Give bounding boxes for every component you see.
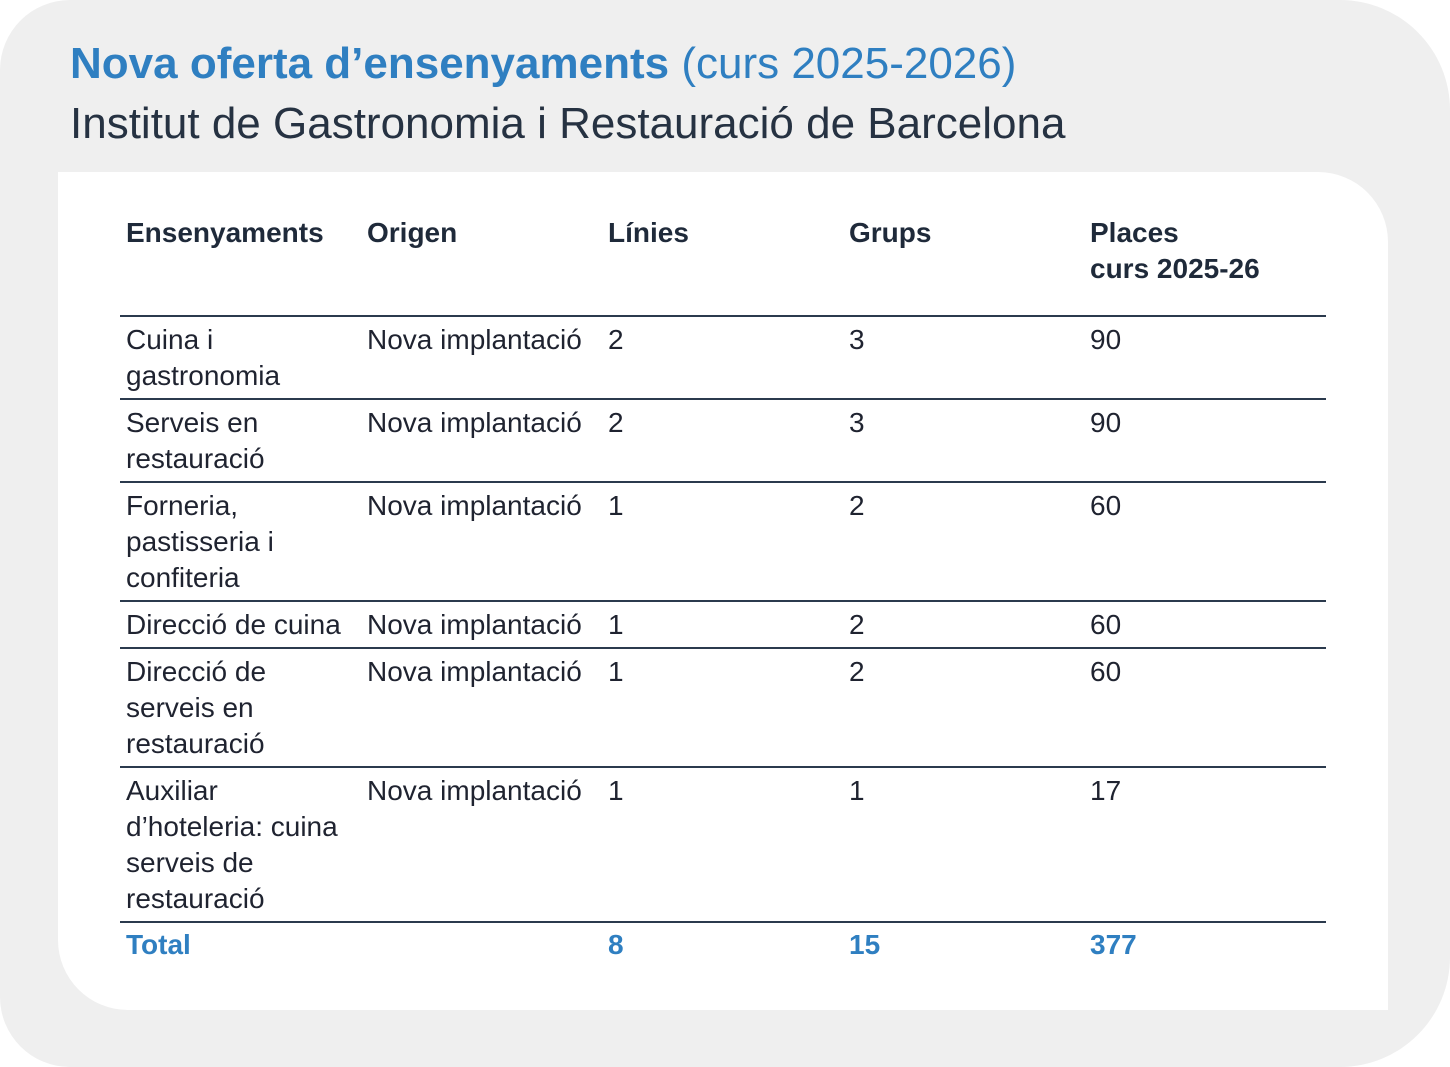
cell-places: 60 xyxy=(1084,648,1326,768)
table-row: Cuina i gastronomia Nova implantació 2 3… xyxy=(120,316,1326,400)
table-row: Auxiliar d’hoteleria: cuina serveis de r… xyxy=(120,767,1326,923)
total-linies: 8 xyxy=(608,929,624,960)
table-panel: Ensenyaments Origen Línies Grups Places … xyxy=(58,172,1388,1010)
header-linies: Línies xyxy=(602,210,843,317)
cell-ensenyament: Cuina i gastronomia xyxy=(120,316,361,400)
total-places: 377 xyxy=(1090,929,1137,960)
table-row: Forneria, pastisseria i confiteria Nova … xyxy=(120,482,1326,602)
header-places: Places curs 2025-26 xyxy=(1084,210,1326,317)
cell-grups: 1 xyxy=(843,767,1084,923)
cell-linies: 2 xyxy=(602,399,843,483)
table-header-row: Ensenyaments Origen Línies Grups Places … xyxy=(120,210,1326,317)
cell-grups: 3 xyxy=(843,316,1084,400)
table-row: Direcció de cuina Nova implantació 1 2 6… xyxy=(120,601,1326,649)
cell-linies: 2 xyxy=(602,316,843,400)
header-grups: Grups xyxy=(843,210,1084,317)
cell-linies: 1 xyxy=(602,648,843,768)
cell-places: 60 xyxy=(1084,482,1326,602)
header-origen: Origen xyxy=(361,210,602,317)
title-main: Nova oferta d’ensenyaments xyxy=(70,39,670,88)
cell-grups: 2 xyxy=(843,482,1084,602)
total-row: Total 8 15 377 xyxy=(120,922,1326,967)
header-places-line2: curs 2025-26 xyxy=(1090,253,1260,284)
cell-places: 60 xyxy=(1084,601,1326,649)
cell-origen: Nova implantació xyxy=(361,399,602,483)
cell-places: 90 xyxy=(1084,399,1326,483)
table-row: Direcció de serveis en restauració Nova … xyxy=(120,648,1326,768)
cell-places: 90 xyxy=(1084,316,1326,400)
title-course: (curs 2025-2026) xyxy=(669,39,1017,88)
table-row: Serveis en restauració Nova implantació … xyxy=(120,399,1326,483)
cell-origen: Nova implantació xyxy=(361,482,602,602)
cell-places: 17 xyxy=(1084,767,1326,923)
page-subtitle: Institut de Gastronomia i Restauració de… xyxy=(70,99,1066,148)
cell-ensenyament: Auxiliar d’hoteleria: cuina serveis de r… xyxy=(120,767,361,923)
table-body: Cuina i gastronomia Nova implantació 2 3… xyxy=(120,316,1326,967)
cell-origen: Nova implantació xyxy=(361,601,602,649)
cell-grups: 2 xyxy=(843,601,1084,649)
cell-origen: Nova implantació xyxy=(361,767,602,923)
total-grups: 15 xyxy=(849,929,881,960)
total-label: Total xyxy=(126,929,191,960)
cell-origen: Nova implantació xyxy=(361,316,602,400)
cell-linies: 1 xyxy=(602,482,843,602)
cell-grups: 3 xyxy=(843,399,1084,483)
cell-ensenyament: Serveis en restauració xyxy=(120,399,361,483)
total-origen-empty xyxy=(361,922,602,967)
header-places-line1: Places xyxy=(1090,217,1179,248)
cell-ensenyament: Forneria, pastisseria i confiteria xyxy=(120,482,361,602)
page-title: Nova oferta d’ensenyaments (curs 2025-20… xyxy=(70,36,1016,92)
cell-ensenyament: Direcció de serveis en restauració xyxy=(120,648,361,768)
cell-grups: 2 xyxy=(843,648,1084,768)
cell-linies: 1 xyxy=(602,601,843,649)
header-ensenyaments: Ensenyaments xyxy=(120,210,361,317)
cell-origen: Nova implantació xyxy=(361,648,602,768)
cell-ensenyament: Direcció de cuina xyxy=(120,601,361,649)
cell-linies: 1 xyxy=(602,767,843,923)
offer-table: Ensenyaments Origen Línies Grups Places … xyxy=(120,210,1326,967)
